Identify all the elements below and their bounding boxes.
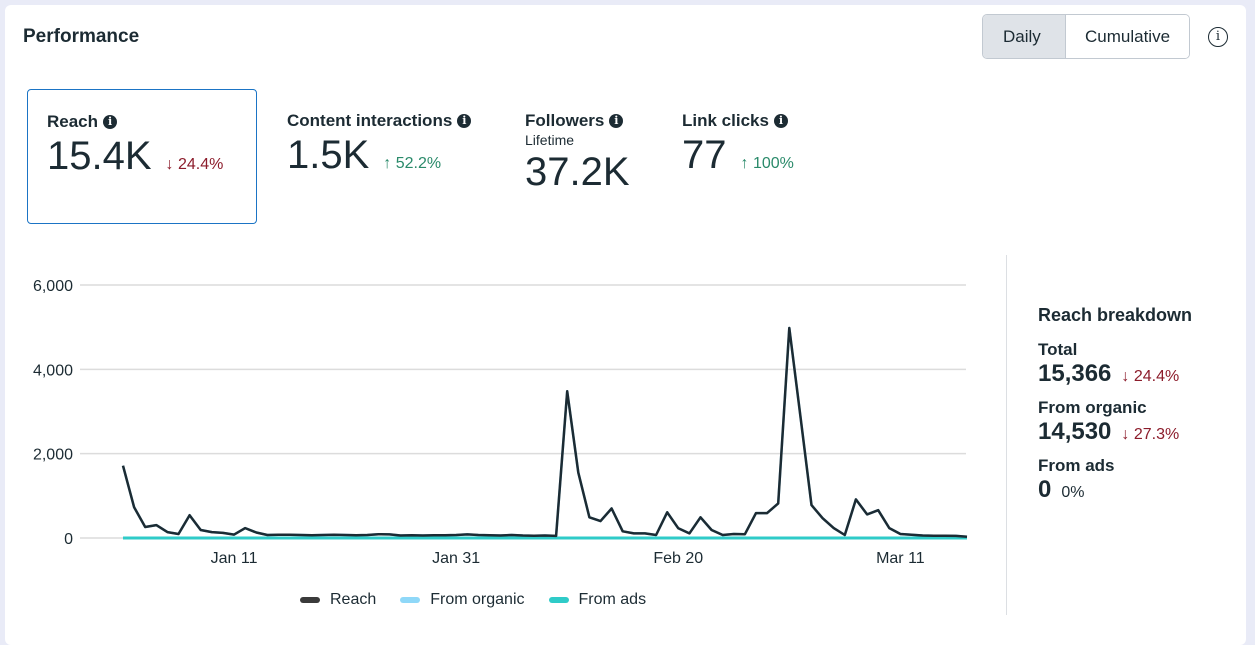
legend-swatch (548, 597, 569, 603)
metric-link-clicks[interactable]: Link clicks i 77 ↑ 100% (682, 111, 794, 179)
metric-change: ↓ 24.4% (165, 156, 224, 173)
metric-label: Link clicks (682, 111, 769, 130)
breakdown-organic-value: 14,530 (1038, 418, 1112, 445)
breakdown-ads-change: 0% (1061, 484, 1085, 501)
breakdown-total-change: ↓ 24.4% (1121, 368, 1180, 385)
view-toggle: Daily Cumulative (982, 14, 1191, 59)
info-icon[interactable]: i (609, 114, 624, 128)
breakdown-total-value: 15,366 (1038, 360, 1112, 387)
breakdown-organic-label: From organic (1038, 398, 1147, 417)
metric-content-interactions[interactable]: Content interactions i 1.5K ↑ 52.2% (287, 111, 472, 179)
arrow-up-icon: ↑ (740, 155, 749, 172)
arrow-down-icon: ↓ (1121, 368, 1130, 385)
metric-value: 1.5K (287, 133, 370, 177)
metric-label: Reach (47, 112, 99, 131)
metric-label: Content interactions (287, 111, 453, 130)
info-icon[interactable]: i (457, 114, 472, 128)
metric-value: 15.4K (47, 134, 152, 178)
legend-swatch (300, 597, 320, 603)
metric-label: Followers (525, 111, 605, 130)
divider (1006, 255, 1007, 615)
legend-item-reach[interactable]: Reach (300, 591, 376, 609)
legend-item-organic[interactable]: From organic (400, 591, 525, 609)
breakdown-ads-value: 0 (1038, 476, 1052, 503)
breakdown-organic-change: ↓ 27.3% (1121, 426, 1180, 443)
performance-card: Performance Daily Cumulative i Reach i 15… (5, 5, 1246, 645)
legend-swatch (400, 597, 421, 603)
metric-reach[interactable]: Reach i 15.4K ↓ 24.4% (27, 89, 257, 224)
arrow-up-icon: ↑ (383, 155, 392, 172)
breakdown-title: Reach breakdown (1038, 305, 1193, 325)
page-title: Performance (23, 26, 140, 47)
info-circle-icon[interactable]: i (1208, 27, 1228, 47)
reach-breakdown: Reach breakdown Total 15,366 ↓ 24.4% Fro… (1038, 305, 1192, 504)
toggle-cumulative[interactable]: Cumulative (1066, 15, 1190, 58)
metric-followers[interactable]: Followers i Lifetime 37.2K (525, 111, 630, 196)
arrow-down-icon: ↓ (1121, 426, 1130, 443)
metric-value: 37.2K (525, 150, 630, 194)
metric-sublabel: Lifetime (525, 132, 575, 148)
arrow-down-icon: ↓ (165, 156, 174, 173)
toggle-daily[interactable]: Daily (983, 15, 1066, 58)
chart-legend: Reach From organic From ads (300, 591, 646, 609)
legend-item-ads[interactable]: From ads (548, 591, 646, 609)
info-icon[interactable]: i (773, 114, 788, 128)
metric-change: ↑ 52.2% (383, 155, 442, 172)
breakdown-total-label: Total (1038, 340, 1078, 359)
metric-change: ↑ 100% (740, 155, 794, 172)
info-icon[interactable]: i (103, 115, 118, 129)
breakdown-ads-label: From ads (1038, 456, 1115, 475)
metric-value: 77 (682, 133, 727, 177)
